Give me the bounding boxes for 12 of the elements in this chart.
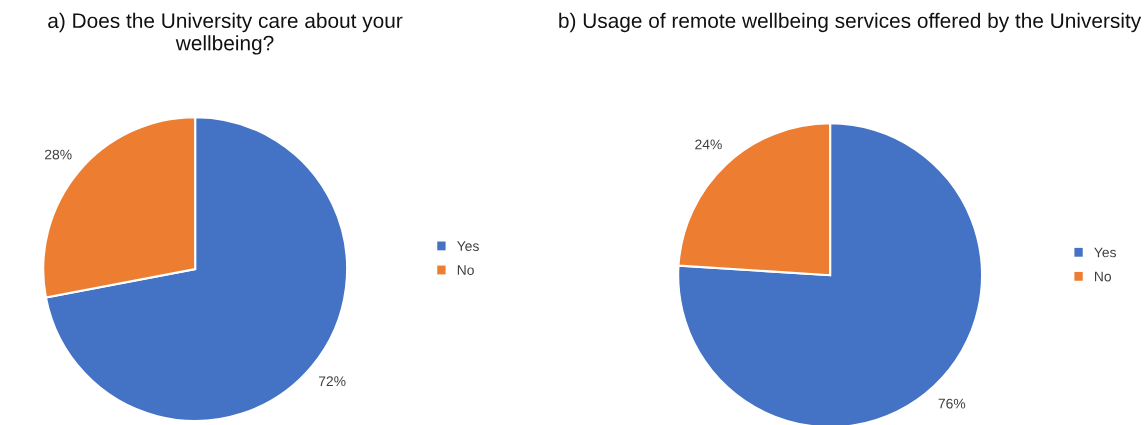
pie-slice (44, 116, 349, 423)
data-label: 24% (695, 139, 722, 150)
legend-label: Yes (457, 241, 479, 251)
legend-label: No (1094, 271, 1112, 282)
chart-title: b) Usage of remote wellbeing services offered by the University (559, 12, 1142, 33)
chart-title: a) Does the University care about your wellbeing? (48, 12, 403, 55)
pie-slice (677, 122, 984, 425)
data-label: 72% (318, 376, 346, 387)
legend-label: Yes (1094, 247, 1117, 258)
legend-label: No (457, 265, 474, 276)
data-label: 28% (44, 149, 72, 160)
data-label: 76% (938, 398, 966, 409)
